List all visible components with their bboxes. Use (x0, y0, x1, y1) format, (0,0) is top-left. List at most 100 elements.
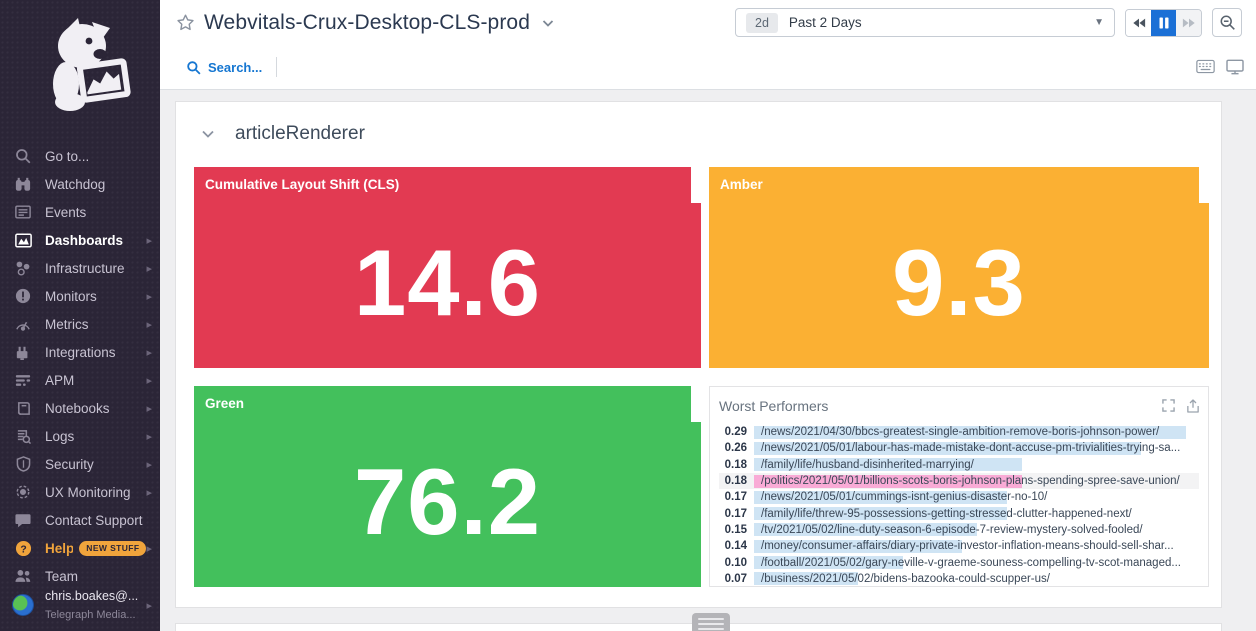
user-avatar (12, 594, 34, 616)
chevron-right-icon: ▸ (146, 374, 152, 387)
help-icon: ? (14, 539, 32, 557)
sidebar-item-go-to[interactable]: Go to... (0, 142, 160, 170)
sidebar-item-help[interactable]: ? Help NEW STUFF ▸ (0, 534, 160, 562)
binoculars-icon (14, 175, 32, 193)
sidebar-item-dashboards[interactable]: Dashboards ▸ (0, 226, 160, 254)
toplist-row[interactable]: 0.18/politics/2021/05/01/billions-scots-… (719, 472, 1199, 490)
query-value-tile-amber[interactable]: Amber 9.3 (709, 167, 1209, 368)
toplist-row[interactable]: 0.18/family/life/husband-disinherited-ma… (719, 457, 1199, 473)
pause-button[interactable] (1151, 9, 1176, 36)
sidebar-item-integrations[interactable]: Integrations ▸ (0, 338, 160, 366)
favorite-star-icon[interactable] (176, 13, 195, 32)
ux-icon (14, 483, 32, 501)
row-url: /news/2021/04/30/bbcs-greatest-single-am… (761, 426, 1160, 439)
toplist-row[interactable]: 0.29/news/2021/04/30/bbcs-greatest-singl… (719, 424, 1199, 440)
sidebar-item-team[interactable]: Team (0, 562, 160, 590)
datadog-logo[interactable] (0, 0, 160, 118)
row-bar (754, 474, 1022, 488)
title-chevron-down-icon[interactable] (540, 15, 556, 31)
toplist-row[interactable]: 0.17/news/2021/05/01/cummings-isnt-geniu… (719, 489, 1199, 505)
row-bar (754, 539, 963, 553)
sidebar-item-ux-monitoring[interactable]: UX Monitoring ▸ (0, 478, 160, 506)
toplist-row[interactable]: 0.26/news/2021/05/01/labour-has-made-mis… (719, 440, 1199, 456)
apm-icon (14, 371, 32, 389)
toplist-row[interactable]: 0.17/family/life/threw-95-possessions-ge… (719, 505, 1199, 521)
sidebar-item-label: Help (45, 540, 74, 556)
forward-button[interactable] (1176, 9, 1201, 36)
events-icon (14, 203, 32, 221)
integrations-icon (14, 343, 32, 361)
sidebar: Go to... Watchdog Events Dashboards ▸ Infrast… (0, 0, 160, 631)
chevron-right-icon: ▸ (146, 262, 152, 275)
tile-value: 9.3 (892, 229, 1026, 335)
zoom-out-button[interactable] (1212, 8, 1242, 37)
chevron-right-icon: ▸ (146, 402, 152, 415)
fullscreen-icon[interactable] (1162, 399, 1175, 413)
dashboard-content: articleRenderer Cumulative Layout Shift … (160, 90, 1256, 631)
user-org: Telegraph Media... (45, 609, 136, 621)
toplist-row[interactable]: 0.07/business/2021/05/02/bidens-bazooka-… (719, 571, 1199, 587)
notebooks-icon (14, 399, 32, 417)
sidebar-nav: Go to... Watchdog Events Dashboards ▸ Infrast… (0, 142, 160, 590)
keyboard-shortcuts-icon[interactable] (1196, 59, 1215, 75)
row-bar (754, 490, 1008, 504)
toplist-table: 0.29/news/2021/04/30/bbcs-greatest-singl… (719, 424, 1199, 587)
user-name: chris.boakes@... (45, 589, 139, 603)
new-stuff-badge: NEW STUFF (79, 540, 147, 556)
sidebar-item-label: Contact Support (45, 512, 143, 528)
sidebar-item-logs[interactable]: Logs ▸ (0, 422, 160, 450)
toplist-row[interactable]: 0.15/tv/2021/05/02/line-duty-season-6-ep… (719, 522, 1199, 538)
sidebar-item-label: Team (45, 568, 79, 584)
chevron-right-icon: ▸ (146, 318, 152, 331)
sidebar-item-infrastructure[interactable]: Infrastructure ▸ (0, 254, 160, 282)
collapse-chevron-icon[interactable] (199, 125, 217, 143)
toplist-row[interactable]: 0.14/money/consumer-affairs/diary-privat… (719, 538, 1199, 554)
sidebar-item-apm[interactable]: APM ▸ (0, 366, 160, 394)
row-value: 0.10 (724, 556, 747, 569)
sidebar-item-watchdog[interactable]: Watchdog (0, 170, 160, 198)
sidebar-item-label: Integrations (45, 344, 116, 360)
chevron-right-icon: ▸ (146, 542, 152, 555)
sidebar-item-label: UX Monitoring (45, 484, 131, 500)
sidebar-item-monitors[interactable]: Monitors ▸ (0, 282, 160, 310)
row-value: 0.17 (724, 507, 747, 520)
row-url: /tv/2021/05/02/line-duty-season-6-episod… (761, 523, 1143, 536)
row-url: /news/2021/05/01/cummings-isnt-genius-di… (761, 491, 1048, 504)
sidebar-item-label: Infrastructure (45, 260, 125, 276)
row-value: 0.29 (724, 426, 747, 439)
sidebar-item-notebooks[interactable]: Notebooks ▸ (0, 394, 160, 422)
time-range-picker[interactable]: 2d Past 2 Days ▼ (735, 8, 1115, 37)
sidebar-item-metrics[interactable]: Metrics ▸ (0, 310, 160, 338)
row-bar (754, 441, 1142, 455)
backward-button[interactable] (1126, 9, 1151, 36)
chevron-right-icon: ▸ (146, 290, 152, 303)
chevron-right-icon: ▸ (146, 430, 152, 443)
toplist-row[interactable]: 0.10/football/2021/05/02/gary-neville-v-… (719, 554, 1199, 570)
row-url: /family/life/threw-95-possessions-gettin… (761, 507, 1132, 520)
export-icon[interactable] (1187, 399, 1199, 413)
chevron-right-icon: ▸ (146, 234, 152, 247)
time-range-badge: 2d (746, 12, 778, 33)
dropdown-caret-icon: ▼ (1094, 17, 1104, 28)
next-group-widget (175, 613, 1222, 631)
query-value-tile-green[interactable]: Green 76.2 (194, 386, 701, 587)
sidebar-item-events[interactable]: Events (0, 198, 160, 226)
row-value: 0.17 (724, 491, 747, 504)
query-value-tile-cls[interactable]: Cumulative Layout Shift (CLS) 14.6 (194, 167, 701, 368)
search-link[interactable]: Search... (186, 60, 262, 75)
sidebar-item-security[interactable]: Security ▸ (0, 450, 160, 478)
toplist-widget-worst-performers: Worst Performers (709, 386, 1209, 587)
sidebar-item-contact-support[interactable]: Contact Support (0, 506, 160, 534)
tile-title: Cumulative Layout Shift (CLS) (194, 167, 691, 203)
tile-value: 76.2 (354, 448, 541, 554)
sidebar-item-label: Logs (45, 428, 75, 444)
time-range-label: Past 2 Days (788, 15, 862, 30)
top-bar: Webvitals-Crux-Desktop-CLS-prod 2d Past … (160, 0, 1256, 90)
sidebar-item-label: Monitors (45, 288, 97, 304)
row-bar (754, 425, 1186, 439)
sidebar-user[interactable]: chris.boakes@... Telegraph Media... ▸ (0, 587, 160, 623)
tv-mode-icon[interactable] (1226, 59, 1244, 75)
widget-tray-handle[interactable] (691, 613, 730, 631)
sidebar-item-label: Dashboards (45, 232, 124, 248)
